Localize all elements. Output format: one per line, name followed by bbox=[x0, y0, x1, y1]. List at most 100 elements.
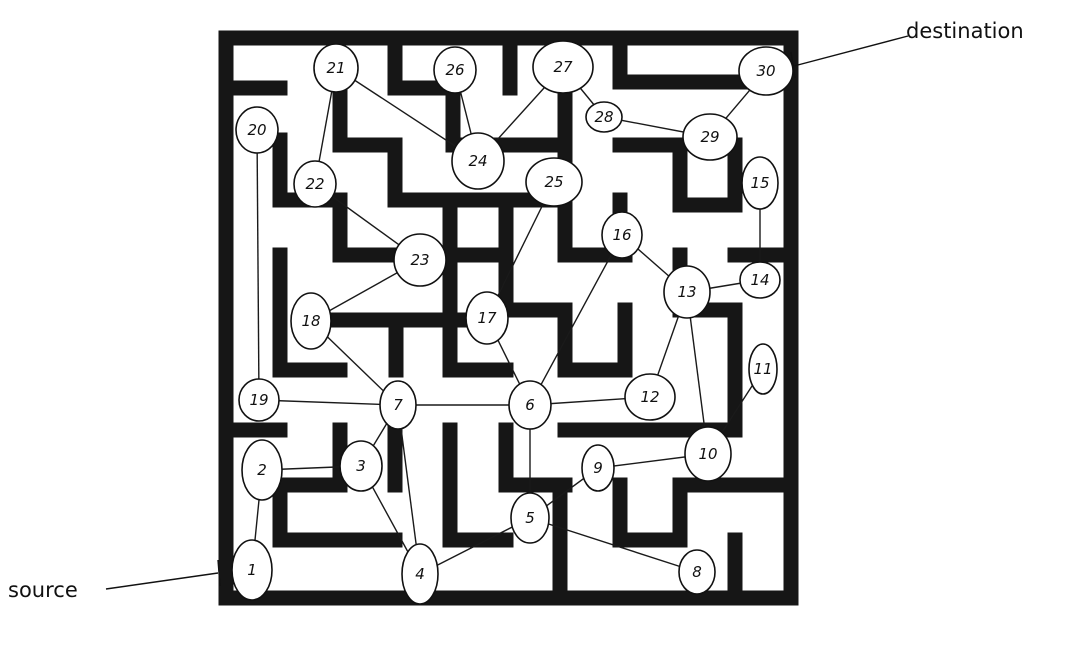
node-label: 18 bbox=[301, 312, 320, 330]
destination-callout: destination bbox=[790, 19, 1024, 79]
node-24: 24 bbox=[451, 132, 505, 190]
destination-pointer-tick bbox=[790, 51, 796, 79]
node-label: 4 bbox=[415, 565, 425, 583]
maze-wall-segment bbox=[672, 312, 743, 438]
node-circle bbox=[739, 261, 781, 299]
node-23: 23 bbox=[393, 233, 447, 287]
node-circle bbox=[465, 291, 509, 345]
node-label: 22 bbox=[305, 175, 324, 193]
node-28: 28 bbox=[585, 101, 623, 133]
node-label: 27 bbox=[553, 58, 573, 76]
maze-wall-segment bbox=[498, 247, 633, 378]
maze-wall-segment bbox=[612, 30, 748, 90]
node-circle bbox=[235, 106, 279, 154]
maze-wall-segment bbox=[332, 80, 514, 208]
node-label: 11 bbox=[753, 360, 772, 378]
edge-19-20 bbox=[256, 129, 260, 401]
node-label: 12 bbox=[640, 388, 659, 406]
node-label: 8 bbox=[692, 563, 702, 581]
node-5: 5 bbox=[510, 492, 550, 544]
maze-wall-segment bbox=[387, 30, 456, 96]
node-label: 13 bbox=[677, 283, 696, 301]
node-circle bbox=[682, 113, 738, 161]
node-9: 9 bbox=[581, 444, 615, 492]
node-label: 15 bbox=[750, 174, 769, 192]
node-circle bbox=[738, 46, 794, 96]
node-circle bbox=[433, 46, 477, 94]
destination-label: destination bbox=[906, 19, 1024, 43]
node-circle bbox=[748, 343, 778, 395]
source-pointer-line bbox=[105, 572, 219, 590]
node-circle bbox=[238, 378, 280, 422]
node-label: 7 bbox=[393, 396, 403, 414]
node-27: 27 bbox=[532, 40, 594, 94]
destination-pointer-line bbox=[793, 35, 909, 67]
node-4: 4 bbox=[401, 543, 439, 605]
source-pointer-tick bbox=[217, 559, 221, 587]
node-circle bbox=[510, 492, 550, 544]
node-label: 6 bbox=[525, 396, 535, 414]
node-circle bbox=[313, 43, 359, 93]
maze-wall-segment bbox=[332, 192, 403, 263]
node-label: 26 bbox=[445, 61, 464, 79]
node-circle bbox=[231, 539, 273, 601]
node-circle bbox=[401, 543, 439, 605]
maze-wall-segment bbox=[612, 477, 799, 548]
node-label: 19 bbox=[249, 391, 268, 409]
node-26: 26 bbox=[433, 46, 477, 94]
node-14: 14 bbox=[739, 261, 781, 299]
maze-wall-segment bbox=[445, 80, 573, 153]
edge-7-19 bbox=[258, 399, 399, 406]
source-callout: source bbox=[8, 559, 221, 602]
node-circle bbox=[393, 233, 447, 287]
node-label: 23 bbox=[410, 251, 429, 269]
node-label: 29 bbox=[700, 128, 719, 146]
node-6: 6 bbox=[508, 380, 552, 430]
node-circle bbox=[663, 265, 711, 319]
node-11: 11 bbox=[748, 343, 778, 395]
edge-21-24 bbox=[335, 67, 479, 162]
node-label: 20 bbox=[247, 121, 266, 139]
node-circle bbox=[508, 380, 552, 430]
node-15: 15 bbox=[741, 156, 779, 210]
node-7: 7 bbox=[379, 380, 417, 430]
node-circle bbox=[684, 426, 732, 482]
node-8: 8 bbox=[678, 549, 716, 595]
node-2: 2 bbox=[241, 439, 283, 501]
node-circle bbox=[532, 40, 594, 94]
node-25: 25 bbox=[525, 157, 583, 207]
edge-5-8 bbox=[529, 517, 698, 573]
maze-wall-segment bbox=[272, 422, 403, 548]
node-circle bbox=[290, 292, 332, 350]
maze-wall-segment bbox=[612, 137, 743, 213]
edge-16-6 bbox=[529, 234, 623, 406]
node-label: 10 bbox=[698, 445, 717, 463]
maze-wall-segment bbox=[442, 247, 514, 378]
maze-wall-segment bbox=[442, 422, 514, 548]
node-1: 1 bbox=[231, 539, 273, 601]
node-circle bbox=[339, 440, 383, 492]
maze-wall-segment bbox=[498, 422, 573, 493]
node-label: 25 bbox=[544, 173, 563, 191]
node-label: 9 bbox=[593, 459, 603, 477]
node-20: 20 bbox=[235, 106, 279, 154]
node-circle bbox=[379, 380, 417, 430]
node-circle bbox=[241, 439, 283, 501]
node-30: 30 bbox=[738, 46, 794, 96]
node-label: 17 bbox=[477, 309, 497, 327]
node-16: 16 bbox=[601, 211, 643, 259]
maze-wall-segment bbox=[442, 192, 633, 263]
node-circle bbox=[585, 101, 623, 133]
node-17: 17 bbox=[465, 291, 509, 345]
node-3: 3 bbox=[339, 440, 383, 492]
node-12: 12 bbox=[624, 373, 676, 421]
node-label: 1 bbox=[247, 561, 257, 579]
node-29: 29 bbox=[682, 113, 738, 161]
node-label: 3 bbox=[356, 457, 366, 475]
node-label: 28 bbox=[594, 108, 613, 126]
node-circle bbox=[293, 160, 337, 208]
node-13: 13 bbox=[663, 265, 711, 319]
node-10: 10 bbox=[684, 426, 732, 482]
node-circle bbox=[624, 373, 676, 421]
